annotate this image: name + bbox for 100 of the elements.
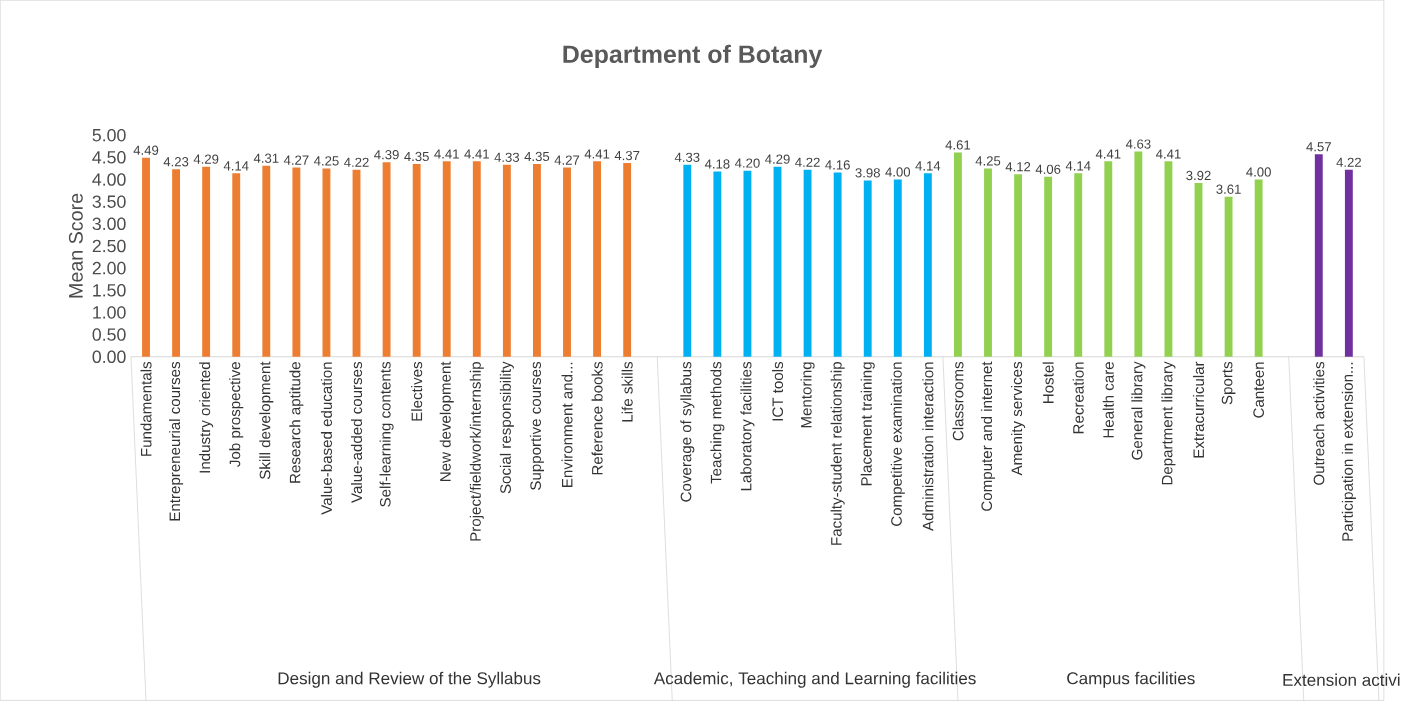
- x-tick-label: Social responsibility: [499, 361, 514, 494]
- x-tick-label: Entrepreneurial courses: [169, 361, 184, 521]
- bar: [803, 169, 812, 357]
- data-label: 4.25: [313, 156, 339, 166]
- x-tick-label: Electives: [411, 361, 423, 421]
- x-tick-label: Value-added courses: [350, 361, 363, 503]
- data-label: 4.00: [1246, 167, 1271, 177]
- text: Design and Review of the Syllabus: [278, 671, 541, 688]
- y-tick-label: 2.50: [92, 239, 126, 253]
- x-tick-label: Laboratory facilities: [740, 361, 755, 491]
- x-tick-label: Competitive examination: [890, 362, 905, 526]
- x-tick-label: Life skills: [621, 361, 633, 422]
- bar: [292, 167, 301, 357]
- x-tick-label: Industry oriented: [199, 362, 214, 473]
- x-tick-label: Research aptitude: [289, 362, 304, 483]
- x-tick-label: ICT tools: [771, 361, 784, 421]
- x-tick-label: Extracurricular: [1192, 361, 1205, 458]
- bar: [1254, 179, 1263, 357]
- bar: [984, 168, 992, 357]
- y-tick-label: 1.50: [93, 284, 126, 297]
- y-tick-label: 0.00: [92, 350, 126, 364]
- bar: [833, 172, 842, 357]
- data-label: 4.41: [1095, 149, 1121, 159]
- x-tick-label: Health care: [1102, 362, 1114, 438]
- bar: [172, 169, 181, 357]
- x-tick-label: Department library: [1161, 361, 1176, 485]
- x-tick-label: Environment and...: [561, 362, 573, 487]
- bar: [623, 163, 632, 357]
- bar: [923, 173, 932, 357]
- x-tick-label: Teaching methods: [710, 361, 725, 484]
- x-tick-label: Placement training: [860, 362, 875, 486]
- x-tick-label: Project/fieldwork/internship: [469, 362, 484, 541]
- y-tick-label: 4.50: [92, 151, 126, 164]
- bar: [202, 166, 211, 357]
- bar: [893, 179, 902, 357]
- data-label: 4.39: [374, 150, 399, 160]
- x-tick-label: Recreation: [1072, 362, 1084, 434]
- bar: [1344, 169, 1353, 357]
- bar: [1104, 161, 1113, 357]
- bar: [442, 161, 451, 357]
- data-label: 4.41: [584, 149, 610, 159]
- data-label: 4.25: [975, 156, 1001, 166]
- x-tick-label: Computer and internet: [980, 361, 996, 511]
- x-tick-label: Coverage of syllabus: [680, 361, 695, 502]
- data-label: 4.20: [734, 158, 760, 168]
- data-label: 3.92: [1186, 170, 1211, 181]
- bar: [1014, 174, 1023, 357]
- bar: [954, 152, 962, 357]
- bar: [1224, 196, 1233, 357]
- data-label: 4.27: [554, 155, 580, 165]
- data-label: 4.14: [915, 161, 941, 171]
- data-label: 4.31: [253, 153, 279, 163]
- data-label: 4.18: [704, 159, 730, 169]
- x-tick-label: Self-learning contents: [379, 361, 394, 507]
- y-tick-label: 3.50: [92, 195, 126, 208]
- x-tick-label: Mentoring: [800, 362, 815, 428]
- data-label: 3.61: [1216, 184, 1241, 194]
- bar: [232, 173, 241, 357]
- data-label: 4.35: [524, 151, 550, 162]
- bar: [683, 164, 692, 357]
- x-tick-label: Administration interaction: [922, 362, 934, 531]
- x-tick-label: Amenity services: [1011, 361, 1026, 476]
- text: Academic, Teaching and Learning facilities: [653, 671, 976, 688]
- bar: [1314, 154, 1323, 357]
- x-tick-label: Classrooms: [952, 361, 964, 441]
- data-label: 4.29: [765, 154, 790, 164]
- data-label: 4.14: [1065, 161, 1091, 171]
- data-label: 3.98: [855, 168, 880, 178]
- bar: [563, 167, 571, 357]
- bar: [382, 162, 391, 357]
- x-tick-label: New development: [439, 361, 454, 482]
- bar: [533, 163, 541, 357]
- bar: [412, 163, 421, 357]
- y-tick-label: 3.00: [92, 217, 126, 231]
- data-label: 4.41: [434, 149, 459, 159]
- y-tick-label: 1.00: [93, 306, 126, 319]
- data-label: 4.16: [825, 160, 850, 170]
- y-tick-label: 0.50: [92, 328, 126, 341]
- bar: [1164, 161, 1173, 357]
- bar: [262, 165, 271, 357]
- data-label: 4.33: [674, 152, 700, 162]
- x-tick-label: Reference books: [591, 361, 603, 475]
- data-label: 4.63: [1125, 139, 1151, 149]
- bar: [593, 161, 602, 357]
- data-label: 4.06: [1035, 164, 1061, 174]
- data-label: 4.29: [193, 154, 219, 164]
- data-label: 4.22: [344, 157, 369, 167]
- data-label: 4.61: [945, 140, 971, 150]
- y-tick-label: 2.00: [92, 261, 126, 275]
- x-tick-label: Sports: [1221, 361, 1236, 405]
- x-tick-label: Supportive courses: [529, 361, 544, 490]
- data-label: 4.12: [1005, 162, 1031, 172]
- data-label: 4.57: [1306, 142, 1331, 152]
- x-tick-label: Participation in extension...: [1341, 362, 1356, 541]
- bar: [1134, 151, 1143, 357]
- bar: [142, 157, 150, 357]
- x-tick-label: Hostel: [1042, 362, 1054, 403]
- data-label: 4.27: [283, 155, 309, 165]
- data-label: 4.49: [133, 145, 159, 155]
- bar: [863, 180, 872, 357]
